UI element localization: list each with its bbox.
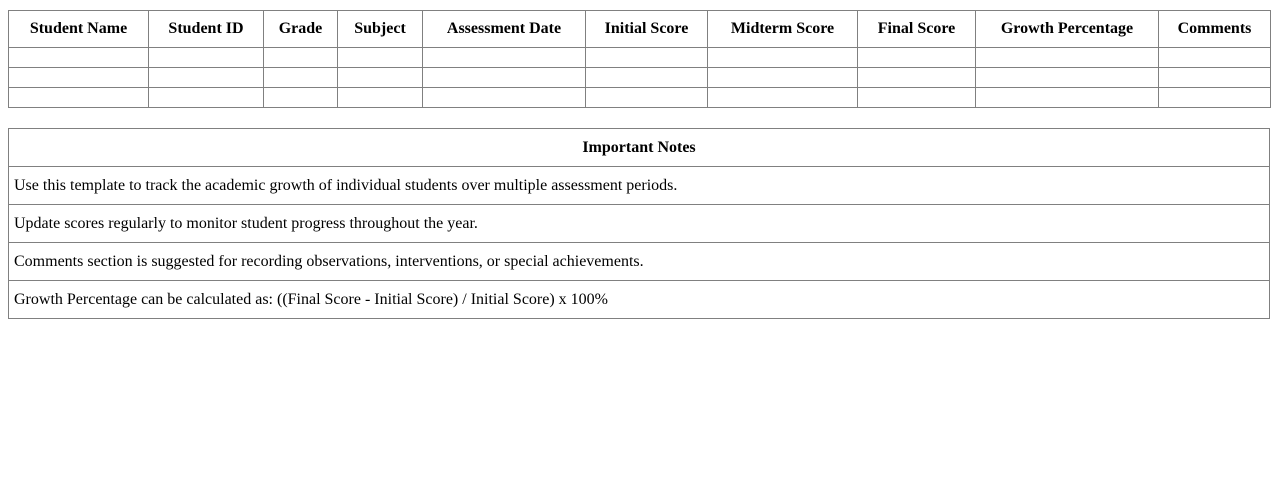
empty-cell	[585, 47, 708, 68]
note-text-usage: Use this template to track the academic …	[8, 166, 1270, 205]
empty-cell	[422, 67, 586, 88]
empty-cell	[263, 47, 338, 68]
empty-cell	[1158, 87, 1271, 108]
note-row: Growth Percentage can be calculated as: …	[8, 280, 1270, 319]
empty-cell	[263, 87, 338, 108]
notes-title-row: Important Notes	[8, 128, 1270, 167]
empty-cell	[707, 67, 858, 88]
empty-cell	[585, 87, 708, 108]
tracker-empty-row	[8, 87, 1271, 108]
empty-cell	[422, 87, 586, 108]
note-text-comments-section: Comments section is suggested for record…	[8, 242, 1270, 281]
empty-cell	[857, 87, 976, 108]
column-header-comments: Comments	[1158, 10, 1271, 48]
empty-cell	[8, 47, 149, 68]
student-growth-tracker-table: Student Name Student ID Grade Subject As…	[8, 10, 1271, 108]
note-row: Use this template to track the academic …	[8, 166, 1270, 205]
tracker-empty-row	[8, 47, 1271, 68]
empty-cell	[975, 67, 1159, 88]
column-header-midterm-score: Midterm Score	[707, 10, 858, 48]
column-header-subject: Subject	[337, 10, 423, 48]
column-header-final-score: Final Score	[857, 10, 976, 48]
empty-cell	[422, 47, 586, 68]
important-notes-table: Important Notes Use this template to tra…	[8, 128, 1270, 319]
empty-cell	[337, 67, 423, 88]
empty-cell	[857, 47, 976, 68]
column-header-student-id: Student ID	[148, 10, 264, 48]
empty-cell	[975, 47, 1159, 68]
empty-cell	[975, 87, 1159, 108]
empty-cell	[337, 87, 423, 108]
column-header-initial-score: Initial Score	[585, 10, 708, 48]
empty-cell	[337, 47, 423, 68]
empty-cell	[148, 47, 264, 68]
column-header-assessment-date: Assessment Date	[422, 10, 586, 48]
empty-cell	[857, 67, 976, 88]
empty-cell	[707, 87, 858, 108]
empty-cell	[148, 87, 264, 108]
empty-cell	[148, 67, 264, 88]
note-row: Comments section is suggested for record…	[8, 242, 1270, 281]
empty-cell	[585, 67, 708, 88]
empty-cell	[707, 47, 858, 68]
notes-title: Important Notes	[8, 128, 1270, 167]
tracker-empty-row	[8, 67, 1271, 88]
empty-cell	[263, 67, 338, 88]
column-header-grade: Grade	[263, 10, 338, 48]
note-row: Update scores regularly to monitor stude…	[8, 204, 1270, 243]
empty-cell	[8, 67, 149, 88]
note-text-growth-formula: Growth Percentage can be calculated as: …	[8, 280, 1270, 319]
empty-cell	[8, 87, 149, 108]
note-text-update-scores: Update scores regularly to monitor stude…	[8, 204, 1270, 243]
empty-cell	[1158, 67, 1271, 88]
column-header-growth-percentage: Growth Percentage	[975, 10, 1159, 48]
column-header-student-name: Student Name	[8, 10, 149, 48]
empty-cell	[1158, 47, 1271, 68]
tracker-header-row: Student Name Student ID Grade Subject As…	[8, 10, 1271, 48]
